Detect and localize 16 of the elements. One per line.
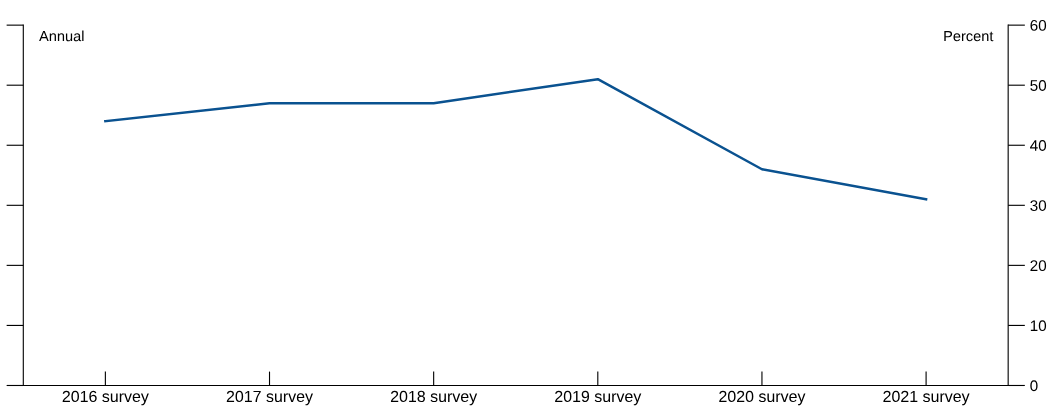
y-tick-label: 60	[1030, 20, 1047, 31]
y-tick-label: 50	[1030, 80, 1047, 91]
x-tick-label: 2018 survey	[390, 390, 478, 406]
annotation: Percent	[944, 31, 994, 42]
x-tick-label: 2019 survey	[555, 390, 642, 406]
x-tick-label: 2016 survey	[62, 390, 149, 406]
y-tick-label: 0	[1030, 380, 1038, 392]
x-tick-label: 2017 survey	[226, 390, 313, 406]
y-tick-label: 40	[1030, 140, 1047, 151]
y-tick-label: 20	[1030, 260, 1047, 272]
y-tick-label: 10	[1030, 320, 1047, 332]
y-tick-label: 30	[1030, 200, 1047, 211]
x-tick-label: 2020 survey	[719, 390, 806, 406]
annotation: Annual	[39, 30, 84, 42]
line-series	[104, 77, 928, 201]
x-tick-label: 2021 survey	[883, 390, 970, 406]
